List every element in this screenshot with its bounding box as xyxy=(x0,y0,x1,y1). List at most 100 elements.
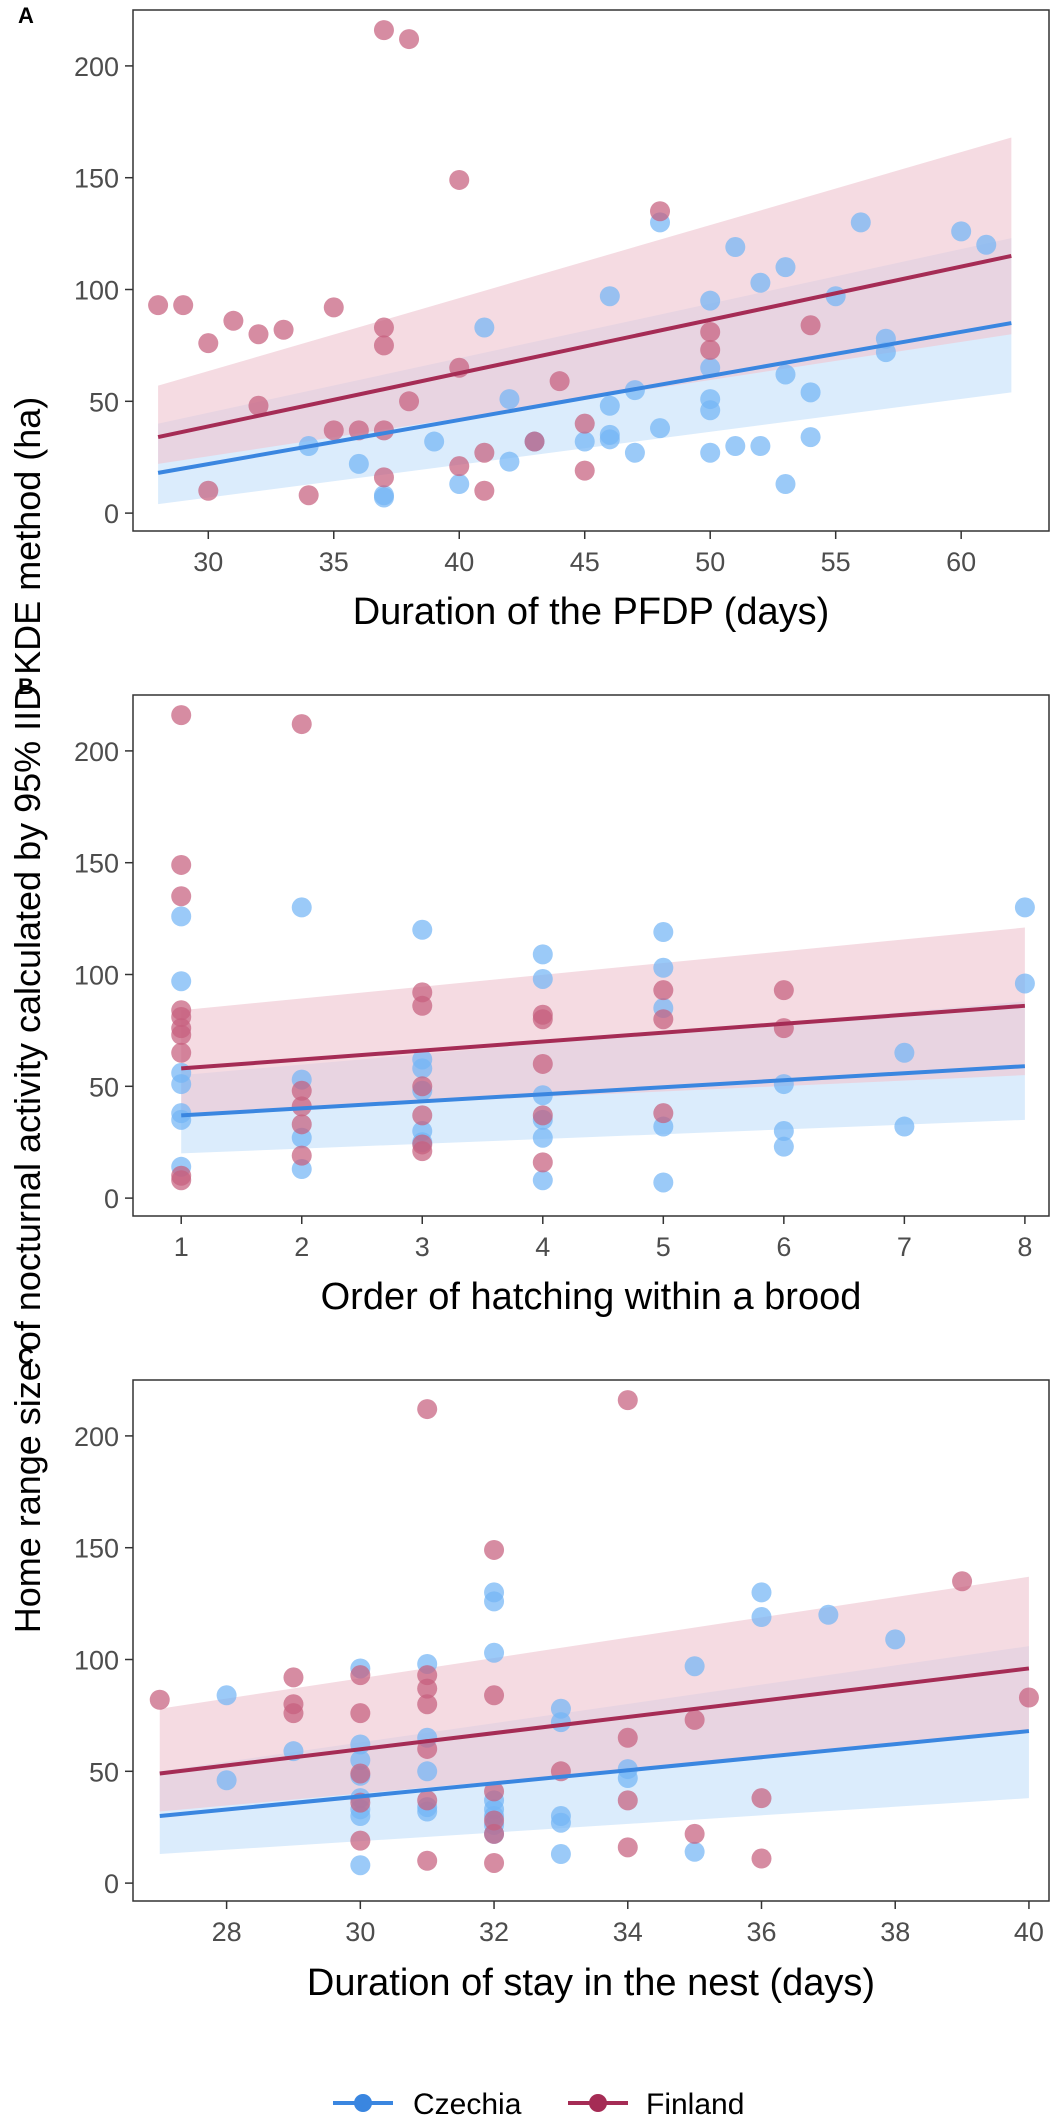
panel-b-x-tick-label: 3 xyxy=(415,1232,430,1262)
panel-b-finland-point xyxy=(171,1042,192,1063)
panel-a-finland-fit-line xyxy=(157,254,1012,440)
panel-a-finland-point xyxy=(148,295,169,316)
panel-b-finland-ci-band xyxy=(181,927,1025,1114)
panel-a-x-tick-label: 30 xyxy=(193,547,223,577)
panel-b-czechia-point xyxy=(773,1121,794,1142)
panel-a-finland-point xyxy=(323,420,344,441)
panel-c-czechia-point xyxy=(684,1656,705,1677)
panel-b-finland-point xyxy=(291,1145,312,1166)
panel-c-finland-point xyxy=(417,1738,438,1759)
panel-a-czechia-point xyxy=(800,427,821,448)
panel-b: B 0 50 100 150 200 1 2 3 4 5 6 7 8 Order of hatching… xyxy=(18,674,1050,1318)
panel-a-czechia-point xyxy=(348,453,369,474)
panel-a-finland-point xyxy=(574,413,595,434)
panel-a: A 0 50 100 150 200 30 35 40 45 50 55 60 Duration of… xyxy=(18,3,1050,633)
legend-finland-dot xyxy=(589,2094,607,2112)
panel-b-czechia-point xyxy=(532,968,553,989)
panel-b-y-tick-label: 0 xyxy=(104,1184,119,1214)
panel-a-czechia-point xyxy=(976,234,997,255)
panel-c-finland-point xyxy=(283,1703,304,1724)
panel-a-czechia-point xyxy=(599,429,620,450)
panel-b-czechia-fit-line xyxy=(181,1064,1026,1118)
panel-b-czechia-point xyxy=(653,957,674,978)
panel-a-czechia-point xyxy=(373,487,394,508)
panel-b-finland-point xyxy=(653,1103,674,1124)
panel-b-y-tick-label: 50 xyxy=(89,1072,119,1102)
panel-a-czechia-point xyxy=(750,436,771,457)
panel-b-czechia-point xyxy=(412,919,433,940)
panel-c-czechia-point xyxy=(751,1607,772,1628)
panel-c-czechia-fit-line xyxy=(159,1729,1030,1819)
panel-a-finland-point xyxy=(273,319,294,340)
panel-a-czechia-point xyxy=(499,451,520,472)
panel-c-finland-point xyxy=(417,1790,438,1811)
legend-item-finland: Finland xyxy=(568,2088,744,2121)
panel-c-finland-point xyxy=(484,1685,505,1706)
panel-b-data: 0 50 100 150 200 1 2 3 4 5 6 7 8 xyxy=(74,705,1035,1262)
panel-c-czechia-point xyxy=(684,1841,705,1862)
panel-a-czechia-point xyxy=(499,389,520,410)
panel-c-czechia-point xyxy=(550,1812,571,1833)
panel-b-x-tick-label: 5 xyxy=(656,1232,671,1262)
panel-c-finland-point xyxy=(417,1850,438,1871)
panel-a-czechia-point xyxy=(700,400,721,421)
legend-item-czechia: Czechia xyxy=(333,2088,522,2121)
panel-c-czechia-point xyxy=(550,1844,571,1865)
panel-a-finland-point xyxy=(800,315,821,336)
panel-a-finland-point xyxy=(373,317,394,338)
panel-a-finland-point xyxy=(373,467,394,488)
panel-b-czechia-point xyxy=(532,944,553,965)
panel-b-finland-point xyxy=(532,1053,553,1074)
panel-a-czechia-point xyxy=(449,474,470,495)
panel-b-finland-point xyxy=(171,705,192,726)
panel-a-x-tick-label: 40 xyxy=(444,547,474,577)
panel-a-finland-ci-band xyxy=(158,137,1012,464)
panel-c-czechia-point xyxy=(216,1685,237,1706)
panel-c-finland-point xyxy=(417,1399,438,1420)
panel-a-czechia-point xyxy=(700,290,721,311)
panel-c-finland-point xyxy=(684,1709,705,1730)
panel-b-finland-fit-line xyxy=(181,1003,1026,1071)
panel-c-finland-point xyxy=(283,1667,304,1688)
panel-a-czechia-point xyxy=(725,436,746,457)
panel-b-finland-point xyxy=(653,1009,674,1030)
panel-c-y-tick-label: 150 xyxy=(74,1534,119,1564)
panel-b-finland-point xyxy=(171,886,192,907)
panel-b-czechia-point xyxy=(532,1127,553,1148)
panel-a-czechia-point xyxy=(624,442,645,463)
panel-c-czechia-point xyxy=(484,1642,505,1663)
panel-b-czechia-point xyxy=(773,1136,794,1157)
panel-c-finland-point xyxy=(617,1837,638,1858)
panel-c-finland-point xyxy=(617,1727,638,1748)
panel-b-finland-point xyxy=(653,980,674,1001)
panel-c-letter: C xyxy=(18,1344,34,1369)
panel-a-czechia-point xyxy=(599,395,620,416)
panel-a-finland-point xyxy=(524,431,545,452)
panel-b-finland-point xyxy=(532,1152,553,1173)
panel-c-czechia-point xyxy=(350,1855,371,1876)
panel-a-data: 0 50 100 150 200 30 35 40 45 50 55 60 xyxy=(74,20,1012,577)
panel-a-finland-point xyxy=(650,201,671,222)
panel-b-finland-point xyxy=(773,980,794,1001)
panel-a-finland-point xyxy=(700,339,721,360)
panel-a-finland-point xyxy=(223,310,244,331)
panel-b-x-tick-label: 6 xyxy=(776,1232,791,1262)
panel-b-czechia-point xyxy=(171,906,192,927)
panel-a-x-tick-label: 55 xyxy=(821,547,851,577)
panel-a-czechia-point xyxy=(775,257,796,278)
panel-b-finland-point xyxy=(291,1114,312,1135)
legend-czechia-dot xyxy=(354,2094,372,2112)
panel-a-x-tick-label: 50 xyxy=(695,547,725,577)
panel-c-finland-point xyxy=(417,1678,438,1699)
panel-c-czechia-point xyxy=(617,1768,638,1789)
panel-b-czechia-point xyxy=(1014,897,1035,918)
panel-b-czechia-point xyxy=(894,1116,915,1137)
panel-c-x-tick-label: 36 xyxy=(746,1917,776,1947)
panel-b-finland-point xyxy=(412,995,433,1016)
panel-c-x-tick-label: 40 xyxy=(1014,1917,1044,1947)
panel-c-finland-point xyxy=(952,1571,973,1592)
panel-c: C 0 50 100 150 200 28 30 32 34 36 38 40 Duration of… xyxy=(18,1344,1050,2004)
panel-b-x-tick-label: 7 xyxy=(897,1232,912,1262)
panel-c-finland-point xyxy=(751,1848,772,1869)
panel-a-finland-point xyxy=(173,295,194,316)
